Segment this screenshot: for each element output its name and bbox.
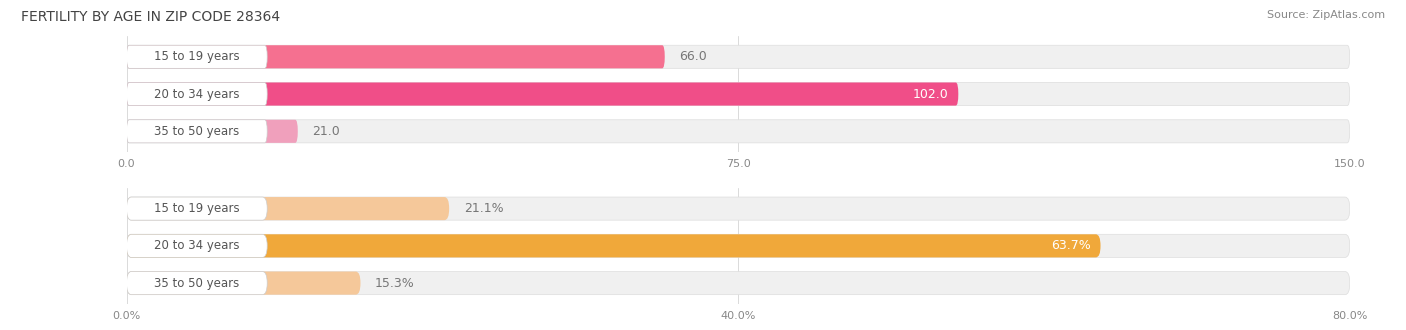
Text: 35 to 50 years: 35 to 50 years [155, 125, 239, 138]
FancyBboxPatch shape [127, 45, 1350, 68]
FancyBboxPatch shape [127, 197, 1350, 220]
Text: 63.7%: 63.7% [1052, 239, 1091, 252]
FancyBboxPatch shape [127, 120, 1350, 143]
Text: 15.3%: 15.3% [375, 277, 415, 290]
FancyBboxPatch shape [127, 272, 1350, 295]
Text: 20 to 34 years: 20 to 34 years [155, 87, 239, 101]
Text: 21.0: 21.0 [312, 125, 340, 138]
FancyBboxPatch shape [127, 82, 267, 106]
FancyBboxPatch shape [127, 45, 267, 68]
Text: 15 to 19 years: 15 to 19 years [155, 50, 239, 63]
Text: FERTILITY BY AGE IN ZIP CODE 28364: FERTILITY BY AGE IN ZIP CODE 28364 [21, 10, 280, 24]
FancyBboxPatch shape [127, 197, 267, 220]
FancyBboxPatch shape [127, 120, 298, 143]
Text: 35 to 50 years: 35 to 50 years [155, 277, 239, 290]
FancyBboxPatch shape [127, 120, 267, 143]
Text: 20 to 34 years: 20 to 34 years [155, 239, 239, 252]
FancyBboxPatch shape [127, 197, 449, 220]
FancyBboxPatch shape [127, 82, 1350, 106]
FancyBboxPatch shape [127, 82, 959, 106]
Text: 15 to 19 years: 15 to 19 years [155, 202, 239, 215]
Text: 21.1%: 21.1% [464, 202, 503, 215]
Text: 102.0: 102.0 [912, 87, 949, 101]
Text: Source: ZipAtlas.com: Source: ZipAtlas.com [1267, 10, 1385, 20]
Text: 66.0: 66.0 [679, 50, 707, 63]
FancyBboxPatch shape [127, 45, 665, 68]
FancyBboxPatch shape [127, 272, 360, 295]
FancyBboxPatch shape [127, 234, 267, 257]
FancyBboxPatch shape [127, 234, 1350, 257]
FancyBboxPatch shape [127, 234, 1101, 257]
FancyBboxPatch shape [127, 272, 267, 295]
